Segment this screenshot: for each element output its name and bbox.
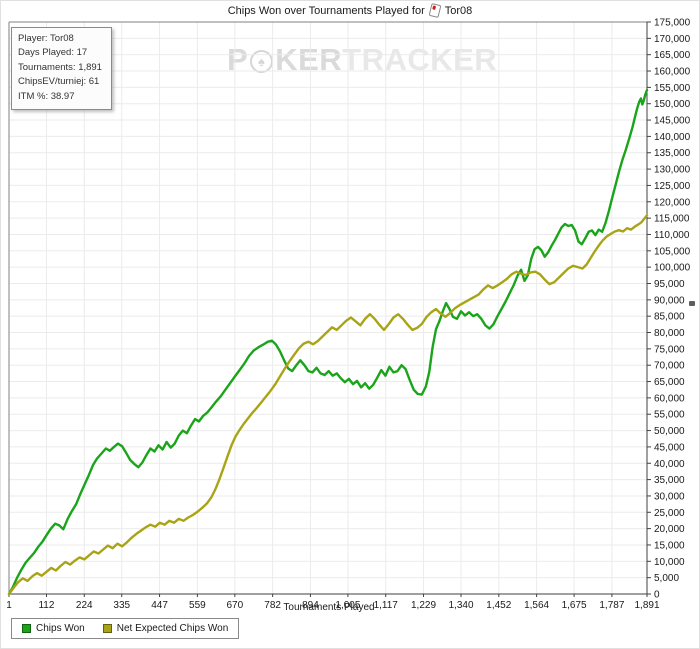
y-tick-label: 115,000 [654, 214, 690, 225]
chart-legend: Chips Won Net Expected Chips Won [11, 618, 240, 639]
y-tick-label: 160,000 [654, 67, 691, 78]
y-tick-label: 95,000 [654, 279, 685, 290]
y-tick-label: 70,000 [654, 361, 685, 372]
x-tick-label: 1,891 [634, 600, 659, 611]
x-tick-label: 112 [38, 600, 54, 611]
y-tick-label: 150,000 [654, 99, 691, 110]
infobox-row: ITM %: 38.97 [18, 90, 75, 102]
y-tick-label: 170,000 [654, 34, 691, 45]
x-tick-label: 894 [302, 600, 319, 611]
x-tick-label: 1,229 [411, 600, 436, 611]
y-tick-label: 35,000 [654, 475, 685, 486]
y-tick-label: 15,000 [654, 540, 685, 551]
y-tick-label: 120,000 [654, 197, 691, 208]
legend-item: Chips Won [22, 623, 85, 634]
x-tick-label: 1,452 [486, 600, 511, 611]
x-tick-label: 1,117 [374, 600, 399, 611]
x-tick-label: 335 [113, 600, 130, 611]
y-tick-label: 140,000 [654, 132, 691, 143]
infobox-row: Tournaments: 1,891 [18, 61, 102, 73]
infobox-row: Player: Tor08 [18, 33, 74, 44]
series-line-net-expected-chips-won [7, 214, 649, 596]
watermark-poker-p: P [227, 42, 249, 77]
infobox-row: ChipsEV/turniej: 61 [18, 76, 100, 88]
gridlines [9, 22, 647, 594]
series-lines [7, 88, 649, 596]
legend-item: Net Expected Chips Won [102, 623, 229, 634]
y-tick-label: 155,000 [654, 83, 691, 94]
legend-label: Chips Won [36, 623, 85, 634]
y-tick-label: 50,000 [654, 426, 685, 437]
y-tick-label: 145,000 [654, 116, 691, 127]
x-axis-title: Tournaments Played [283, 602, 375, 613]
y-tick-label: 110,000 [654, 230, 690, 241]
y-tick-label: 40,000 [654, 459, 685, 470]
y-tick-label: 65,000 [654, 377, 685, 388]
y-tick-label: 25,000 [654, 508, 685, 519]
y-tick-label: 90,000 [654, 295, 685, 306]
y-tick-label: 60,000 [654, 393, 685, 404]
spade-icon: ♠ [257, 53, 266, 69]
clipped-axis-title-mark [689, 301, 695, 306]
y-tick-label: 130,000 [654, 165, 691, 176]
chart-title-player: Tor08 [444, 4, 473, 17]
x-tick-label: 224 [76, 600, 93, 611]
y-tick-label: 175,000 [654, 18, 691, 29]
y-tick-label: 55,000 [654, 410, 685, 421]
player-stats-infobox: Player: Tor08 Days Played: 17 Tournaments:… [11, 27, 112, 111]
axes [8, 21, 651, 597]
y-tick-label: 5,000 [654, 573, 679, 584]
x-tick-label: 1,005 [335, 600, 360, 611]
y-tick-label: 165,000 [654, 50, 691, 61]
y-tick-label: 105,000 [654, 246, 691, 257]
x-tick-label: 447 [151, 600, 168, 611]
y-tick-label: 125,000 [654, 181, 691, 192]
x-tick-label: 1,787 [599, 600, 624, 611]
series-line-chips-won [7, 88, 649, 596]
y-tick-label: 10,000 [654, 557, 685, 568]
y-tick-label: 30,000 [654, 491, 685, 502]
chart-title: Chips Won over Tournaments Played for To… [1, 2, 699, 19]
x-tick-label: 1,675 [562, 600, 587, 611]
legend-swatch [22, 624, 31, 633]
y-tick-label: 100,000 [654, 263, 691, 274]
tick-labels: 0 5,000 10,000 15,000 20,000 25,000 30,000 35,0… [6, 18, 690, 612]
y-tick-label: 20,000 [654, 524, 685, 535]
x-tick-label: 1,340 [448, 600, 473, 611]
y-tick-label: 0 [654, 590, 660, 601]
infobox-row: Days Played: 17 [18, 47, 88, 59]
y-tick-label: 75,000 [654, 344, 685, 355]
y-tick-label: 45,000 [654, 442, 685, 453]
legend-swatch [102, 624, 112, 633]
x-tick-label: 559 [189, 600, 206, 611]
x-tick-label: 670 [226, 600, 243, 611]
y-tick-label: 85,000 [654, 312, 685, 323]
legend-label: Net Expected Chips Won [116, 623, 229, 634]
chart-title-text: Chips Won over Tournaments Played for [227, 4, 425, 17]
y-tick-label: 80,000 [654, 328, 685, 339]
x-tick-label: 1,564 [524, 600, 549, 611]
x-tick-label: 1 [6, 600, 12, 611]
y-tick-label: 135,000 [654, 148, 691, 159]
x-tick-label: 782 [264, 600, 281, 611]
